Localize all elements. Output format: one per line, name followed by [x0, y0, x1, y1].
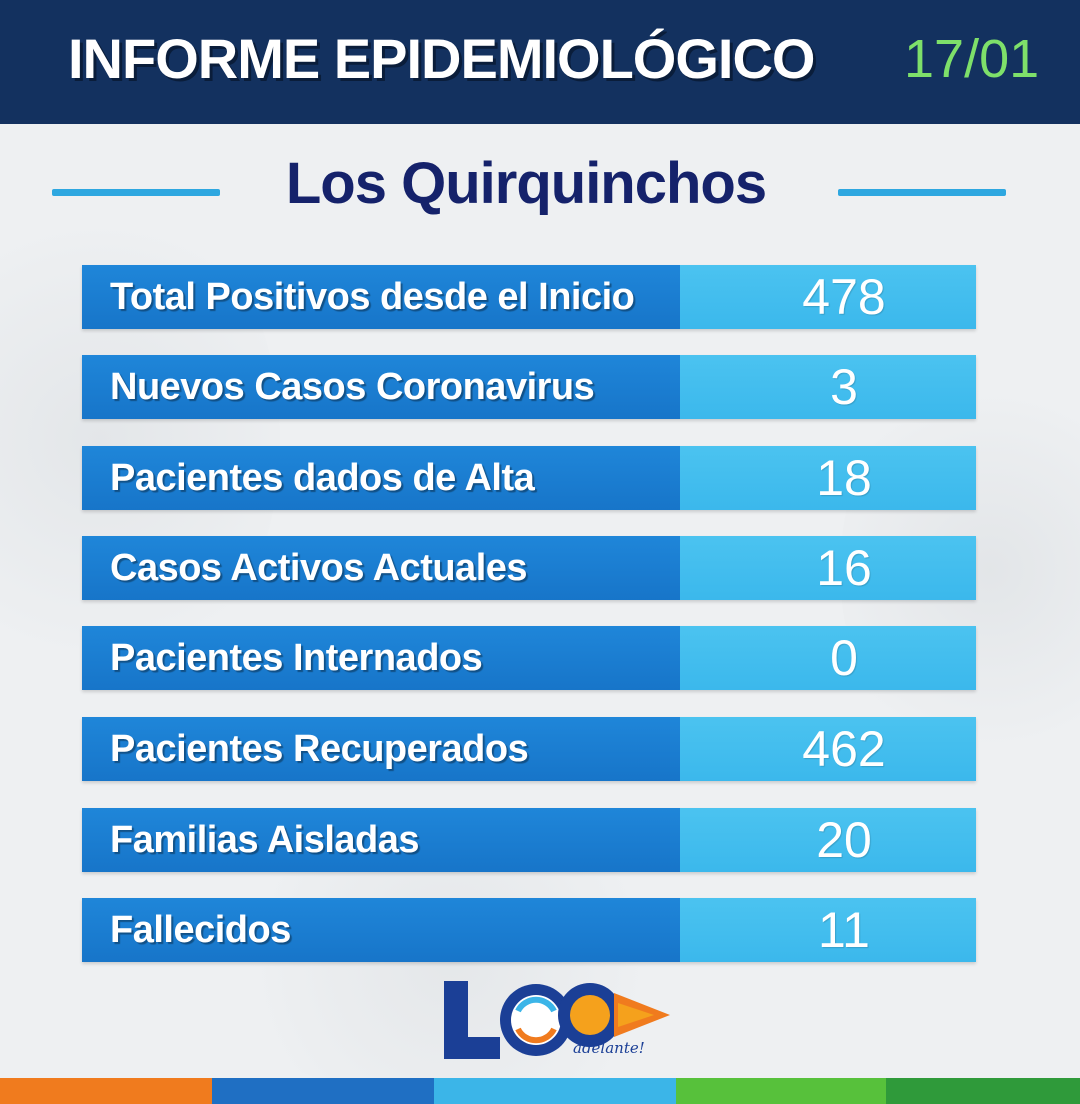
footer-segment [434, 1078, 676, 1104]
subtitle-divider-left [52, 189, 220, 196]
stat-row-hospitalized: Pacientes Internados 0 [82, 626, 976, 690]
footer-segment [676, 1078, 886, 1104]
stat-label: Nuevos Casos Coronavirus [82, 355, 680, 419]
stat-label: Fallecidos [82, 898, 680, 962]
stat-row-deceased: Fallecidos 11 [82, 898, 976, 962]
footer-segment [886, 1078, 1080, 1104]
stat-value: 3 [680, 355, 976, 419]
stat-value: 16 [680, 536, 976, 600]
logo-slogan: adelante! [573, 1039, 645, 1057]
stat-row-discharged: Pacientes dados de Alta 18 [82, 446, 976, 510]
locality-title: Los Quirquinchos [285, 151, 767, 216]
stat-label: Pacientes Recuperados [82, 717, 680, 781]
page-title: INFORME EPIDEMIOLÓGICO [68, 27, 815, 90]
stat-value: 478 [680, 265, 976, 329]
stat-row-total-positives: Total Positivos desde el Inicio 478 [82, 265, 976, 329]
stat-value: 20 [680, 808, 976, 872]
stat-label: Familias Aisladas [82, 808, 680, 872]
stat-value: 462 [680, 717, 976, 781]
stat-value: 0 [680, 626, 976, 690]
logo-graphic [444, 981, 670, 1059]
stat-label: Pacientes Internados [82, 626, 680, 690]
stat-value: 18 [680, 446, 976, 510]
stat-row-recovered: Pacientes Recuperados 462 [82, 717, 976, 781]
municipality-logo: adelante! [438, 975, 672, 1069]
subtitle-divider-right [838, 189, 1006, 196]
stat-label: Pacientes dados de Alta [82, 446, 680, 510]
footer-segment [0, 1078, 212, 1104]
stat-label: Casos Activos Actuales [82, 536, 680, 600]
stat-row-isolated-families: Familias Aisladas 20 [82, 808, 976, 872]
footer-segment [212, 1078, 434, 1104]
stat-row-active-cases: Casos Activos Actuales 16 [82, 536, 976, 600]
background-decoration [0, 180, 280, 700]
footer-color-bar [0, 1078, 1080, 1104]
stat-row-new-cases: Nuevos Casos Coronavirus 3 [82, 355, 976, 419]
report-date: 17/01 [904, 29, 1040, 89]
header-banner: INFORME EPIDEMIOLÓGICO 17/01 [0, 0, 1080, 124]
stat-value: 11 [680, 898, 976, 962]
stat-label: Total Positivos desde el Inicio [82, 265, 680, 329]
